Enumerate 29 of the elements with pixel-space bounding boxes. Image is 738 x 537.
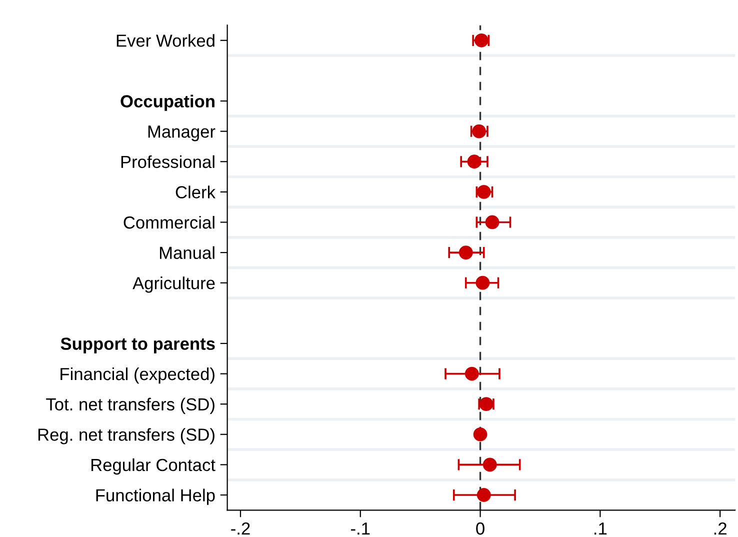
y-tick-label: Functional Help: [96, 488, 215, 505]
x-tick-label: -.1: [351, 522, 370, 535]
y-tick-label: Financial (expected): [60, 367, 214, 384]
y-tick-label: Professional: [121, 155, 214, 168]
point: [458, 246, 473, 260]
x-tick-label: .1: [594, 522, 607, 535]
point: [476, 276, 490, 290]
y-tick-label: Regular Contact: [91, 458, 216, 475]
point: [476, 184, 491, 199]
y-tick-label: Clerk: [176, 186, 216, 198]
y-tick-label: Commercial: [124, 216, 214, 229]
y-tick-label: Support to parents: [60, 338, 215, 354]
point: [476, 488, 491, 502]
y-tick-label: Agriculture: [132, 276, 215, 293]
point: [467, 154, 482, 169]
y-tick-label: Occupation: [120, 94, 214, 111]
x-tick-label: .2: [714, 522, 726, 535]
y-tick-label: Tot. net transfers (SD): [46, 398, 214, 414]
point: [482, 458, 497, 472]
y-tick-label: Manager: [148, 126, 216, 142]
x-tick-label: 0: [476, 522, 484, 535]
point: [485, 215, 500, 230]
point: [474, 33, 488, 48]
y-tick-label: Reg. net transfers (SD): [38, 428, 214, 444]
y-tick-label: Manual: [160, 246, 214, 260]
point: [473, 427, 488, 442]
x-tick-label: -.2: [231, 522, 250, 535]
point: [464, 366, 479, 381]
y-tick-label: Ever Worked: [116, 34, 214, 47]
